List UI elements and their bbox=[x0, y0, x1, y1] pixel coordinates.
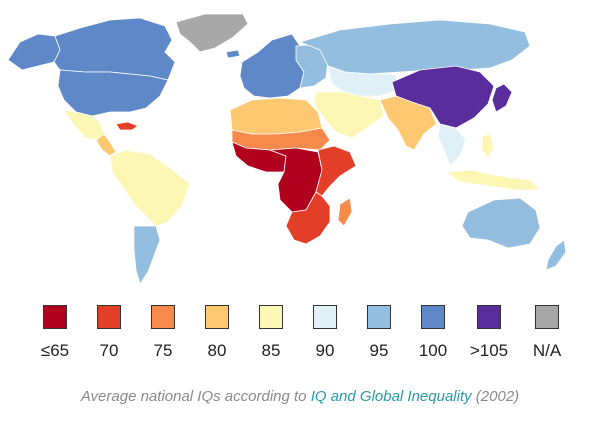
legend-label: 90 bbox=[315, 341, 335, 360]
caption-link[interactable]: IQ and Global Inequality bbox=[310, 388, 472, 405]
legend-swatch bbox=[97, 305, 121, 329]
legend-swatch bbox=[313, 305, 337, 329]
caption: Average national IQs according to IQ and… bbox=[0, 388, 600, 405]
legend-label: 85 bbox=[261, 341, 281, 360]
region-south-america bbox=[109, 149, 191, 227]
legend-swatch bbox=[259, 305, 283, 329]
region-southeast-asia bbox=[437, 123, 467, 167]
legend-label: 80 bbox=[207, 341, 227, 360]
region-east-africa bbox=[315, 145, 357, 197]
legend-label: ≤65 bbox=[40, 341, 70, 360]
caption-suffix: (2002) bbox=[471, 388, 520, 405]
region-middle-east bbox=[313, 91, 385, 139]
region-philippines bbox=[481, 133, 495, 159]
region-china bbox=[391, 65, 495, 129]
region-north-africa bbox=[229, 97, 323, 135]
region-australia bbox=[461, 197, 541, 249]
region-caribbean bbox=[115, 121, 139, 131]
region-greenland bbox=[175, 13, 249, 53]
region-central-america bbox=[95, 133, 117, 157]
caption-prefix: Average national IQs according to bbox=[80, 388, 311, 405]
legend-swatch bbox=[535, 305, 559, 329]
region-indonesia bbox=[444, 169, 541, 191]
legend-label: 75 bbox=[153, 341, 173, 360]
legend-swatch bbox=[477, 305, 501, 329]
legend-label: N/A bbox=[532, 341, 562, 360]
region-japan-korea bbox=[491, 83, 513, 113]
legend-label: >105 bbox=[469, 341, 509, 360]
region-southern-africa bbox=[285, 191, 331, 245]
region-madagascar bbox=[337, 197, 353, 227]
region-new-zealand bbox=[545, 239, 567, 271]
region-europe bbox=[239, 33, 305, 99]
legend-label: 100 bbox=[418, 341, 448, 360]
legend-swatch bbox=[421, 305, 445, 329]
region-usa bbox=[57, 69, 169, 117]
legend-swatch bbox=[151, 305, 175, 329]
region-central-asia bbox=[327, 65, 399, 97]
legend-label: 95 bbox=[369, 341, 389, 360]
region-iceland bbox=[225, 49, 241, 59]
legend-swatch bbox=[367, 305, 391, 329]
region-alaska bbox=[7, 33, 61, 71]
region-russia bbox=[298, 19, 531, 75]
legend-swatch bbox=[43, 305, 67, 329]
world-map bbox=[7, 13, 567, 285]
legend-swatch bbox=[205, 305, 229, 329]
legend-label: 70 bbox=[99, 341, 119, 360]
region-southern-cone bbox=[133, 225, 161, 285]
